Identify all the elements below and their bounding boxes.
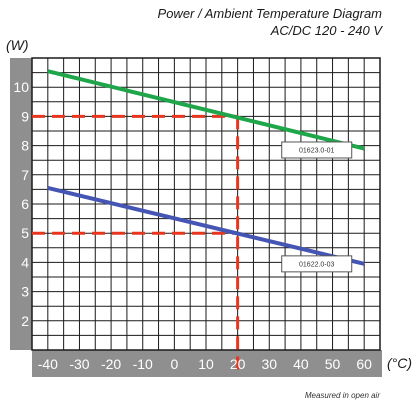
grid xyxy=(31,57,381,351)
series-line-1 xyxy=(47,69,365,151)
y-axis-band xyxy=(10,58,32,350)
y-tick-label: 8 xyxy=(21,138,29,154)
x-axis-label: (°C) xyxy=(387,355,412,371)
x-tick-label: 50 xyxy=(325,356,341,372)
x-tick-label: 20 xyxy=(230,356,246,372)
series-tag-label: 01622.0-03 xyxy=(299,261,335,268)
y-tick-label: 6 xyxy=(21,196,29,212)
y-axis-label: (W) xyxy=(6,37,29,53)
series-tag: 01622.0-03 xyxy=(281,255,353,273)
y-tick-label: 2 xyxy=(21,313,29,329)
y-tick-label: 5 xyxy=(21,225,29,241)
series-tag: 01623.0-01 xyxy=(281,141,353,159)
chart-subtitle: AC/DC 120 - 240 V xyxy=(270,23,384,38)
x-tick-label: -40 xyxy=(38,356,58,372)
y-tick-label: 10 xyxy=(13,79,29,95)
x-tick-label: -20 xyxy=(101,356,121,372)
x-tick-label: 10 xyxy=(198,356,214,372)
x-tick-label: 60 xyxy=(356,356,372,372)
measurement-note: Measured in open air xyxy=(305,391,380,400)
x-tick-label: 40 xyxy=(293,356,309,372)
y-tick-label: 7 xyxy=(21,167,29,183)
y-tick-label: 3 xyxy=(21,284,29,300)
plot-frame xyxy=(31,57,381,351)
y-tick-label: 4 xyxy=(21,254,29,270)
series-line-2 xyxy=(47,185,365,266)
y-tick-label: 9 xyxy=(21,108,29,124)
x-axis-band xyxy=(32,350,382,377)
chart-title: Power / Ambient Temperature Diagram xyxy=(158,6,383,21)
x-tick-label: -10 xyxy=(133,356,153,372)
x-tick-label: -30 xyxy=(69,356,89,372)
x-tick-label: 30 xyxy=(261,356,277,372)
series-tag-label: 01623.0-01 xyxy=(299,147,335,154)
x-tick-label: 0 xyxy=(170,356,178,372)
